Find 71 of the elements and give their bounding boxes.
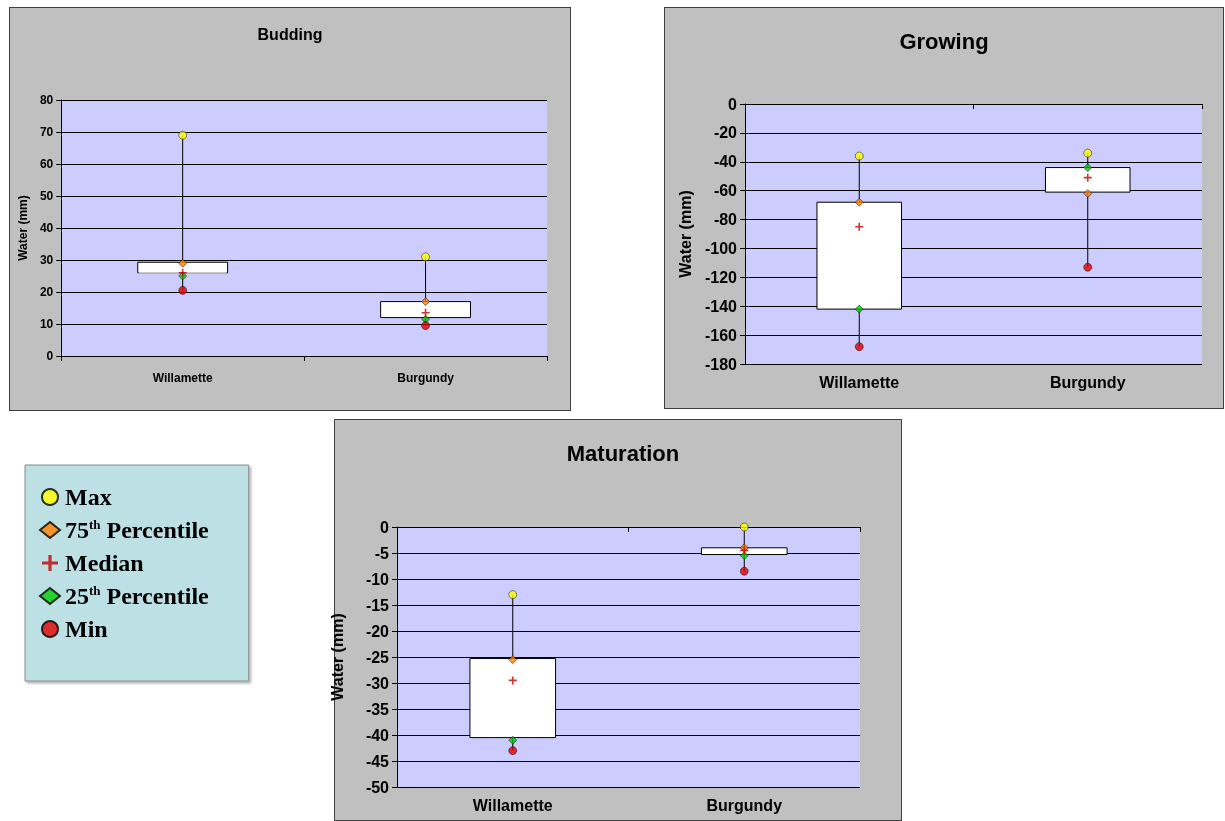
y-tick-label: -15 xyxy=(365,596,390,614)
y-tick-label: -5 xyxy=(374,544,390,562)
point xyxy=(178,130,187,140)
point xyxy=(855,222,864,231)
y-tick-label: -35 xyxy=(365,700,390,718)
x-tick-label: Willamette xyxy=(472,796,553,814)
x-tick-label: Burgundy xyxy=(706,796,783,814)
y-axis-title: Water (mm) xyxy=(16,195,30,261)
y-tick-label: 40 xyxy=(39,221,54,235)
point xyxy=(739,551,749,560)
point xyxy=(508,746,518,755)
y-tick-label: 0 xyxy=(46,349,54,363)
point xyxy=(178,258,187,268)
y-tick-label: 20 xyxy=(39,285,54,299)
point xyxy=(1083,262,1093,272)
chart-title: Growing xyxy=(899,28,989,54)
y-tick-label: -60 xyxy=(713,182,738,200)
chart-title: Maturation xyxy=(566,440,680,466)
y-tick-label: -50 xyxy=(365,778,390,796)
point xyxy=(739,566,749,576)
point xyxy=(508,655,518,664)
point xyxy=(178,286,187,295)
y-tick-label: -20 xyxy=(713,124,738,142)
x-tick-label: Burgundy xyxy=(1049,373,1126,391)
x-tick-label: Willamette xyxy=(819,373,900,391)
y-tick-label: 0 xyxy=(728,95,738,113)
legend-label: Max xyxy=(65,484,112,510)
y-tick-label: 50 xyxy=(39,189,54,203)
point xyxy=(739,522,749,532)
point xyxy=(854,197,864,207)
point xyxy=(854,342,864,351)
point xyxy=(508,676,517,685)
y-tick-label: -10 xyxy=(365,570,390,588)
point xyxy=(1083,163,1093,172)
y-tick-label: -40 xyxy=(365,726,390,744)
point xyxy=(421,252,430,262)
y-tick-label: -45 xyxy=(365,752,390,770)
y-axis-title: Water (mm) xyxy=(676,190,694,278)
y-tick-label: 70 xyxy=(39,125,54,139)
point xyxy=(421,297,430,306)
y-tick-label: -180 xyxy=(704,355,738,373)
y-tick-label: 60 xyxy=(39,157,54,171)
y-tick-label: -140 xyxy=(704,297,738,315)
point xyxy=(1083,189,1093,198)
point xyxy=(178,268,187,277)
x-tick-label: Willamette xyxy=(152,371,213,385)
chart-title: Budding xyxy=(257,25,323,43)
point xyxy=(1083,173,1092,182)
y-tick-label: 10 xyxy=(39,317,54,331)
y-tick-label: -160 xyxy=(704,326,738,344)
point xyxy=(854,304,864,314)
y-tick-label: -30 xyxy=(365,674,390,692)
y-tick-label: 0 xyxy=(380,518,390,536)
y-axis-title: Water (mm) xyxy=(328,613,346,701)
y-tick-label: -100 xyxy=(704,239,738,257)
x-tick-label: Burgundy xyxy=(397,371,455,385)
y-tick-label: -20 xyxy=(365,622,390,640)
y-tick-label: -25 xyxy=(365,648,390,666)
y-tick-label: -120 xyxy=(704,268,738,286)
y-tick-label: -40 xyxy=(713,153,738,171)
point xyxy=(421,308,430,317)
point xyxy=(1083,148,1093,158)
point xyxy=(421,321,430,330)
legend-label: Min xyxy=(65,616,108,642)
point xyxy=(508,735,518,745)
y-tick-label: 80 xyxy=(39,93,54,107)
point xyxy=(854,151,864,161)
y-tick-label: -80 xyxy=(713,211,738,229)
point xyxy=(508,590,518,599)
y-tick-label: 30 xyxy=(39,253,54,267)
legend-label: Median xyxy=(65,550,144,576)
